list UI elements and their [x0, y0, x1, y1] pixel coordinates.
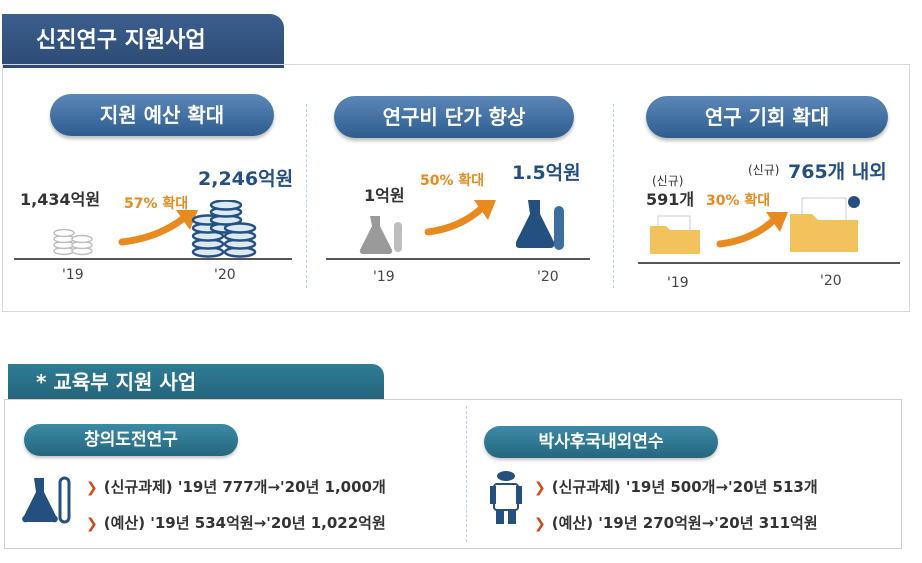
cost-before-value: 1억원: [364, 186, 405, 205]
program-creative-line-1: ❯ (신규과제) '19년 777개→'20년 1,000개: [86, 478, 386, 496]
budget-before-value: 1,434억원: [20, 190, 101, 209]
budget-after-value: 2,246억원: [198, 168, 294, 190]
year-label: '20: [820, 273, 842, 289]
panel-divider: [613, 104, 614, 288]
folder-icon: [650, 215, 700, 254]
page-title: 신진연구 지원사업: [2, 14, 284, 68]
researcher-icon: [490, 471, 522, 524]
program-postdoc-line-2: ❯ (예산) '19년 270억원→'20년 311억원: [534, 514, 818, 532]
baseline: [14, 258, 292, 260]
opportunity-increase: 30% 확대: [706, 193, 771, 209]
test-tube-flask-icon: [22, 476, 71, 524]
baseline: [326, 258, 590, 260]
folder-large-icon: [790, 196, 860, 252]
main-panel-box: [2, 64, 910, 312]
opportunity-before-value: 591개: [646, 190, 695, 209]
program-pill-creative: 창의도전연구: [24, 424, 238, 456]
chevron-right-icon: ❯: [534, 516, 546, 532]
baseline: [638, 262, 900, 264]
year-label: '19: [373, 269, 395, 285]
year-label: '20: [214, 267, 236, 283]
budget-pill: 지원 예산 확대: [50, 94, 274, 136]
opportunity-after-value: 765개 내외: [788, 161, 887, 183]
cost-after-value: 1.5억원: [512, 162, 581, 184]
coin-stack-large-icon: [191, 200, 257, 258]
program-postdoc-line-1: ❯ (신규과제) '19년 500개→'20년 513개: [534, 478, 818, 496]
increase-arrow-icon: [118, 210, 198, 246]
education-section-title: * 교육부 지원 사업: [8, 364, 384, 400]
cost-pill: 연구비 단가 향상: [334, 96, 574, 138]
coin-stack-icon: [53, 228, 93, 256]
program-pill-postdoc: 박사후국내외연수: [484, 426, 718, 458]
flask-large-icon: [516, 200, 564, 250]
year-label: '19: [62, 267, 84, 283]
increase-arrow-icon: [424, 200, 496, 236]
panel-divider: [306, 104, 307, 288]
chevron-right-icon: ❯: [86, 516, 98, 532]
chevron-right-icon: ❯: [86, 480, 98, 496]
flask-icon: [359, 216, 402, 255]
opportunity-pill: 연구 기회 확대: [646, 96, 888, 138]
new-prefix-label: (신규): [652, 174, 684, 188]
cost-increase: 50% 확대: [420, 173, 485, 189]
new-prefix-label: (신규): [748, 163, 780, 177]
budget-increase: 57% 확대: [124, 196, 189, 212]
year-label: '19: [667, 275, 689, 291]
program-creative-line-2: ❯ (예산) '19년 534억원→'20년 1,022억원: [86, 514, 386, 532]
education-box: [4, 399, 902, 549]
increase-arrow-icon: [716, 212, 788, 248]
education-divider: [466, 406, 467, 542]
chevron-right-icon: ❯: [534, 480, 546, 496]
year-label: '20: [537, 269, 559, 285]
